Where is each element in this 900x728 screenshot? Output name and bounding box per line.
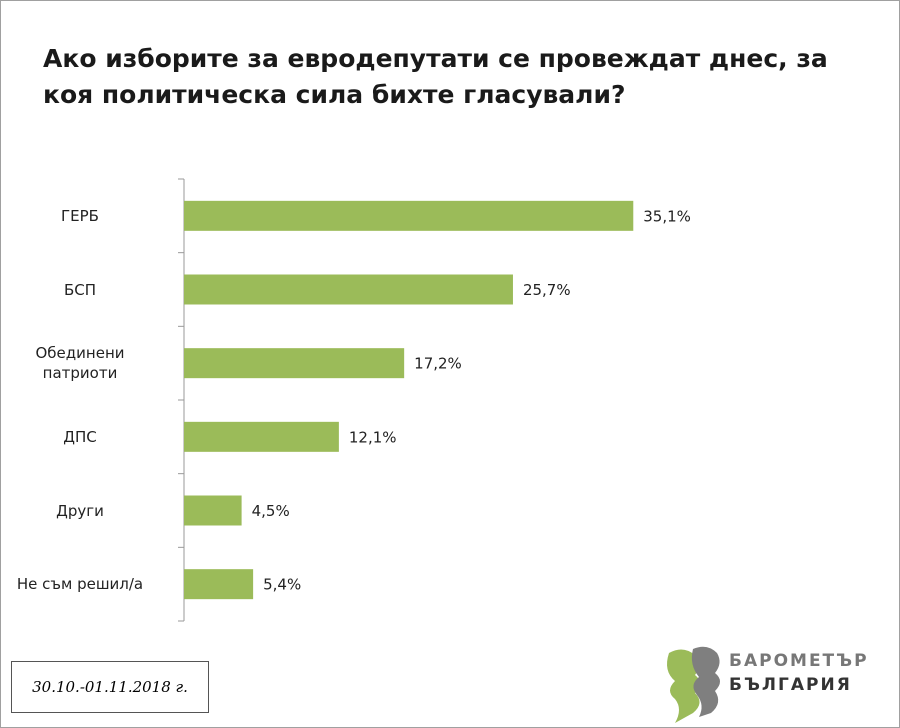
value-label: 4,5%: [252, 502, 290, 520]
value-label: 25,7%: [523, 281, 571, 299]
category-label: Не съм решил/а: [16, 575, 144, 594]
bar: [184, 495, 242, 526]
bar: [184, 200, 634, 231]
value-label: 17,2%: [414, 355, 462, 373]
category-label: Други: [56, 501, 104, 520]
value-label: 12,1%: [349, 428, 397, 446]
logo-text: БЪЛГАРИЯ: [729, 675, 852, 695]
chart-title: Ако изборите за евродепутати се провежда…: [43, 44, 828, 109]
bar: [184, 569, 254, 600]
bar: [184, 348, 405, 379]
bar: [184, 421, 339, 452]
category-label: ГЕРБ: [61, 206, 99, 225]
category-label: БСП: [63, 280, 97, 299]
date-box: 30.10.-01.11.2018 г.: [11, 661, 209, 713]
value-label: 5,4%: [263, 576, 301, 594]
category-label: Обединени патриоти: [35, 344, 125, 383]
value-label: 35,1%: [643, 207, 691, 225]
category-label: ДПС: [63, 427, 97, 446]
bar: [184, 274, 513, 305]
logo-text: БАРОМЕТЪР: [729, 651, 869, 671]
logo-icon: [667, 646, 720, 723]
